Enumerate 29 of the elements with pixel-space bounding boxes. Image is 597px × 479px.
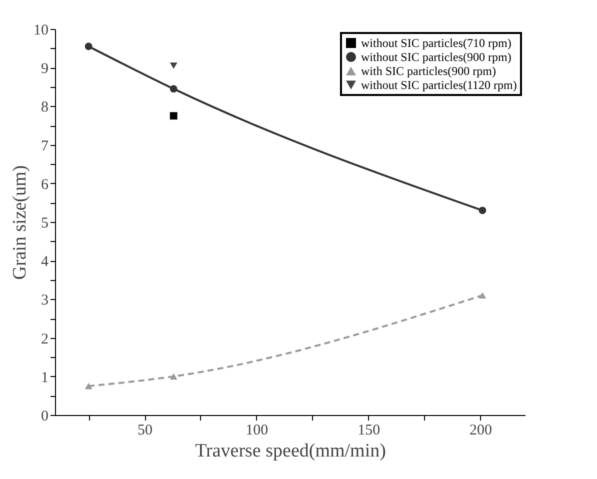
x-tick-label: 200 (469, 422, 492, 438)
y-tick-label: 10 (34, 22, 48, 38)
point (170, 112, 178, 120)
y-tick-label: 8 (41, 100, 48, 116)
y-tick-label: 5 (41, 216, 48, 232)
y-tick-label: 2 (41, 331, 48, 348)
y-axis-title: Grain size(um) (10, 165, 30, 280)
legend-label: with SIC particles(900 rpm) (361, 64, 496, 78)
y-tick-label: 3 (41, 292, 48, 309)
x-axis-title: Traverse speed(mm/min) (195, 440, 386, 462)
legend-label: without SIC particles(900 rpm) (361, 50, 512, 64)
y-tick-label: 7 (41, 138, 49, 154)
y-tick-label: 4 (41, 254, 49, 270)
point (170, 85, 178, 93)
y-tick-label: 1 (41, 370, 48, 386)
y-tick-label: 0 (41, 408, 48, 424)
x-tick-label: 100 (246, 422, 268, 438)
x-tick-label: 150 (358, 422, 380, 438)
point (170, 62, 178, 69)
point (170, 373, 178, 380)
point (478, 292, 486, 299)
point (84, 382, 92, 390)
legend-label: without SIC particles(710 rpm) (361, 36, 512, 50)
point (84, 42, 92, 50)
y-tick-label: 9 (41, 61, 48, 78)
y-tick-label: 6 (41, 176, 49, 193)
point (478, 206, 486, 214)
legend-label: without SIC particles(1120 rpm) (361, 78, 517, 92)
x-tick-label: 50 (138, 422, 153, 438)
